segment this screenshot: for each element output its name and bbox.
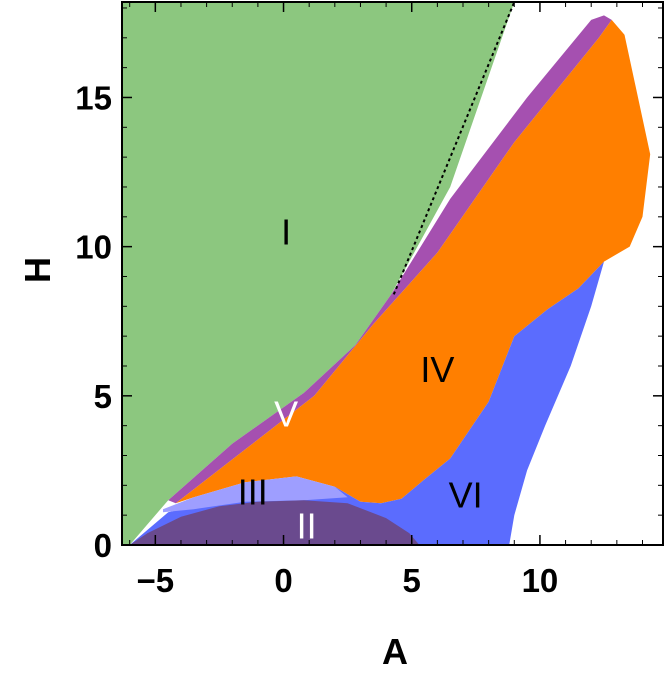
y-tick-label: 0 [94, 527, 112, 564]
x-axis-title: A [382, 631, 408, 672]
y-tick-label: 10 [75, 229, 112, 266]
plot-frame [121, 1, 664, 546]
region-label-vi: VI [449, 474, 483, 515]
y-tick-label: 15 [75, 79, 112, 116]
region-label-iii: III [238, 471, 268, 512]
plot-frame-border [121, 1, 664, 546]
y-axis-title: H [17, 257, 58, 283]
region-label-i: I [281, 212, 291, 253]
region-label-v: V [274, 394, 298, 435]
tick-labels-layer: −5 0 5 10 0 5 10 15 [75, 79, 558, 599]
x-tick-label: 0 [274, 562, 292, 599]
phase-boundary-dashed-line [392, 1, 516, 295]
y-tick-label: 5 [94, 378, 112, 415]
region-iii [163, 476, 348, 513]
x-tick-label: 10 [522, 562, 559, 599]
regions-layer [122, 2, 651, 545]
x-tick-label: 5 [403, 562, 421, 599]
region-v [168, 15, 612, 504]
region-vi [129, 261, 604, 545]
region-i [122, 2, 515, 545]
boundary-layer [392, 1, 516, 295]
region-label-iv: IV [420, 349, 454, 390]
x-tick-label: −5 [137, 562, 175, 599]
ticks-layer [122, 2, 663, 546]
region-ii [129, 500, 420, 545]
region-label-ii: II [297, 506, 317, 547]
region-iv [175, 19, 651, 504]
